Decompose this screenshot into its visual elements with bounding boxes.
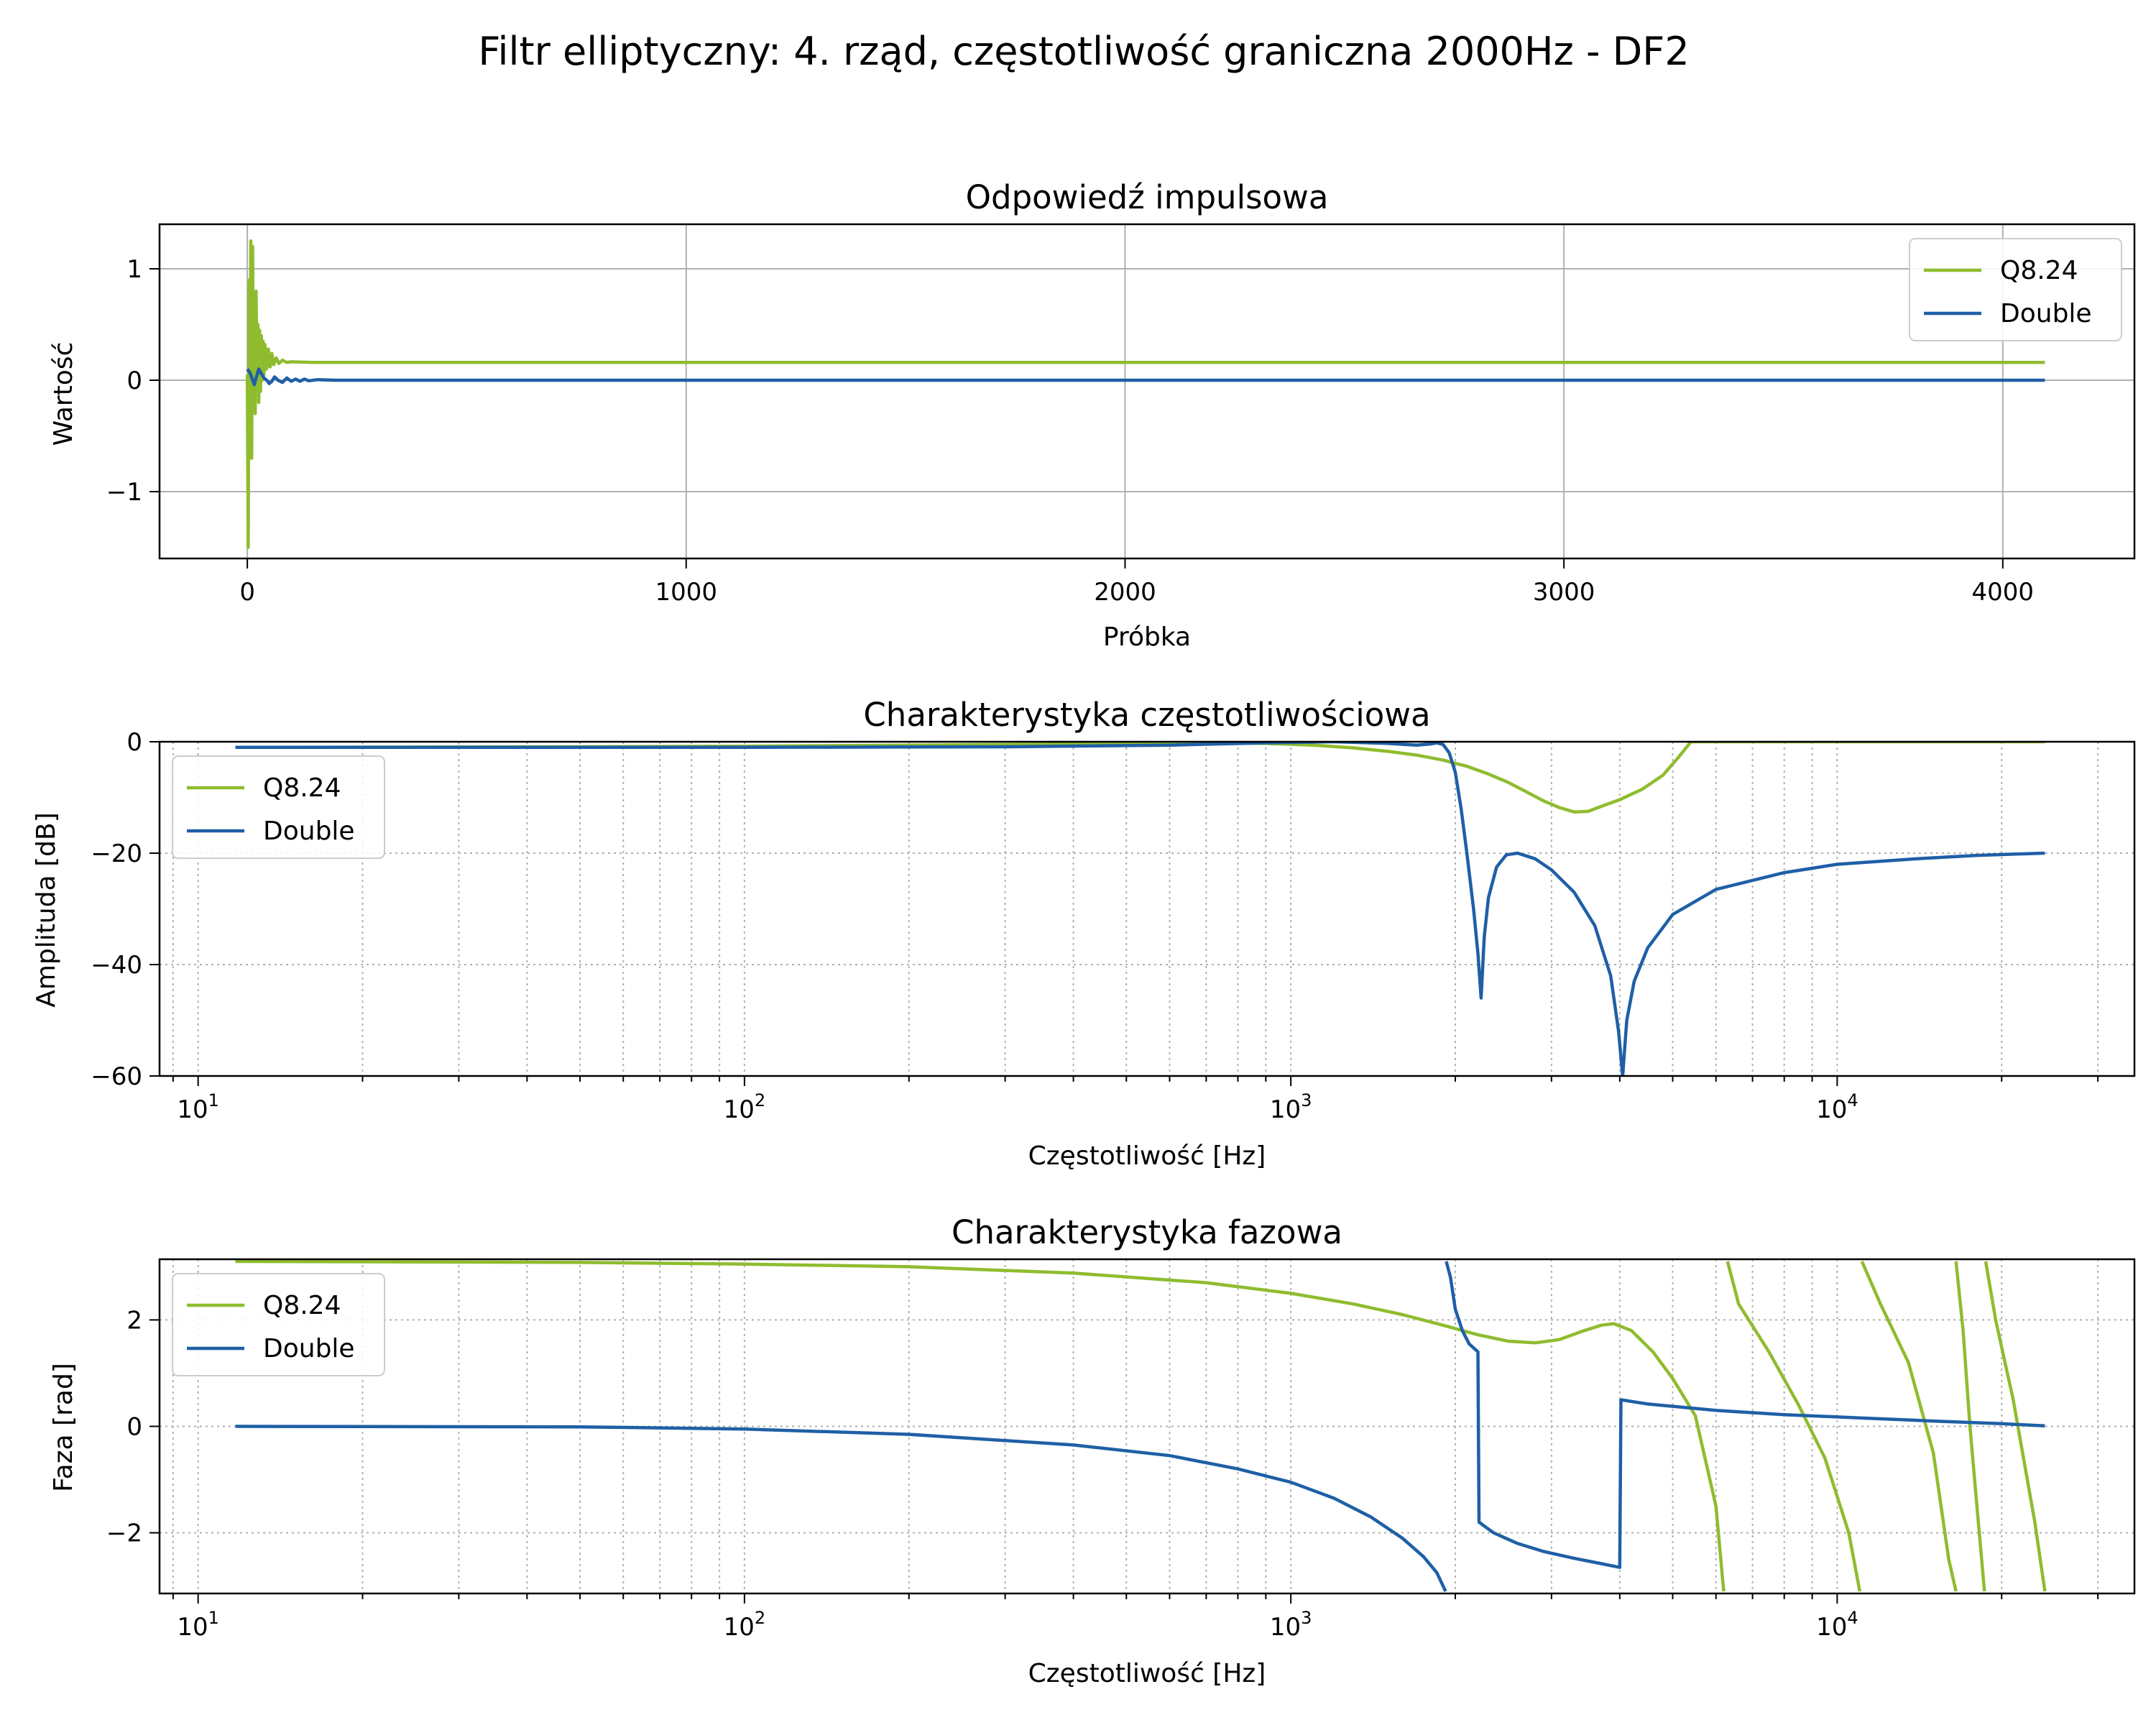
y-axis-label: Amplituda [dB] — [32, 812, 61, 1007]
y-tick-label: −1 — [106, 478, 142, 507]
x-tick-label: 101 — [177, 1608, 219, 1642]
legend-label: Q8.24 — [2000, 256, 2078, 285]
y-tick-label: 1 — [126, 255, 142, 284]
x-axis-label: Częstotliwość [Hz] — [1028, 1659, 1266, 1688]
x-tick-label: 103 — [1270, 1090, 1312, 1124]
figure-title: Filtr elliptyczny: 4. rząd, częstotliwoś… — [478, 29, 1689, 74]
y-tick-label: 0 — [126, 1413, 142, 1442]
y-tick-label: 0 — [126, 728, 142, 757]
x-axis-label: Próbka — [1103, 622, 1191, 652]
legend: Q8.24 Double — [1909, 238, 2122, 341]
x-tick-label: 104 — [1816, 1608, 1858, 1642]
legend-label: Q8.24 — [263, 1291, 341, 1320]
y-axis-label: Wartość — [49, 342, 78, 446]
legend: Q8.24 Double — [172, 755, 385, 859]
legend-label: Double — [2000, 299, 2092, 328]
series-line-double — [235, 742, 2045, 1076]
series-line-q8-24 — [235, 1259, 2047, 1592]
y-tick-label: 0 — [126, 367, 142, 395]
series-line-q8-24 — [235, 742, 2045, 814]
x-axis-label: Częstotliwość [Hz] — [1028, 1141, 1266, 1171]
x-tick-label: 102 — [724, 1090, 766, 1124]
plot-title: Charakterystyka częstotliwościowa — [863, 696, 1430, 734]
x-tick-label: 1000 — [655, 578, 718, 607]
phase-response-plot: Charakterystyka fazowa Częstotliwość [Hz… — [49, 1213, 2136, 1688]
y-tick-label: −60 — [91, 1062, 142, 1091]
series-line-double — [235, 1261, 2045, 1592]
x-tick-label: 2000 — [1094, 578, 1156, 607]
x-tick-label: 4000 — [1972, 578, 2035, 607]
y-axis-label: Faza [rad] — [49, 1363, 78, 1492]
x-tick-label: 3000 — [1533, 578, 1595, 607]
legend-label: Double — [263, 816, 355, 846]
y-tick-label: 2 — [126, 1306, 142, 1335]
legend-label: Q8.24 — [263, 773, 341, 803]
axes-frame — [158, 740, 2136, 1077]
legend-label: Double — [263, 1334, 355, 1363]
axes-frame — [158, 1258, 2136, 1595]
series-line-q8-24 — [245, 239, 2045, 549]
x-tick-label: 0 — [239, 578, 255, 607]
y-tick-label: −40 — [91, 951, 142, 980]
magnitude-response-plot: Charakterystyka częstotliwościowa Często… — [32, 696, 2136, 1171]
y-tick-label: −2 — [106, 1519, 142, 1548]
plot-title: Charakterystyka fazowa — [952, 1213, 1342, 1251]
series-line-double — [246, 367, 2045, 387]
x-tick-label: 101 — [177, 1090, 219, 1124]
x-tick-label: 102 — [724, 1608, 766, 1642]
y-tick-label: −20 — [91, 840, 142, 868]
x-tick-label: 103 — [1270, 1608, 1312, 1642]
legend: Q8.24 Double — [172, 1273, 385, 1376]
impulse-response-plot: Odpowiedź impulsowa Próbka Wartość 0 1000… — [49, 178, 2136, 652]
axes-frame — [158, 223, 2136, 560]
plot-title: Odpowiedź impulsowa — [966, 178, 1329, 216]
x-tick-label: 104 — [1816, 1090, 1858, 1124]
